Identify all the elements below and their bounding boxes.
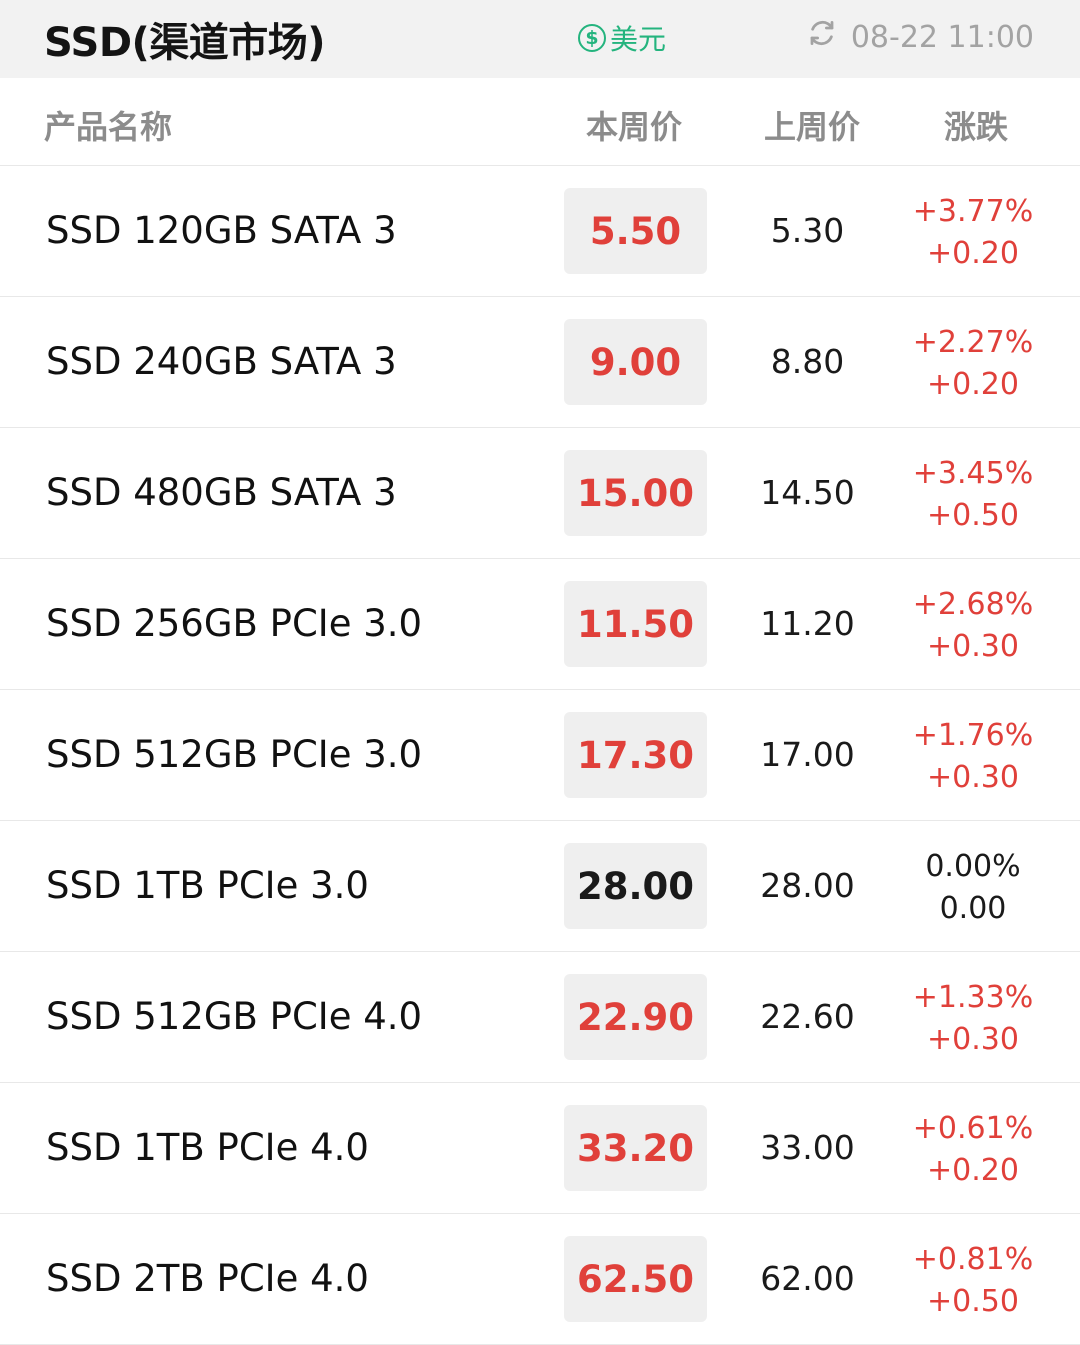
- current-price: 17.30: [564, 712, 707, 798]
- price-change: +3.45% +0.50: [898, 453, 1048, 537]
- price-change: +2.27% +0.20: [898, 322, 1048, 406]
- price-change: +2.68% +0.30: [898, 584, 1048, 668]
- price-change: +0.81% +0.50: [898, 1239, 1048, 1323]
- product-name: SSD 256GB PCIe 3.0: [46, 602, 423, 645]
- price-change: +1.76% +0.30: [898, 715, 1048, 799]
- product-name: SSD 1TB PCIe 4.0: [46, 1126, 369, 1169]
- column-header-previous[interactable]: 上周价: [764, 108, 861, 146]
- change-percent: +3.45%: [912, 456, 1034, 491]
- change-percent: +2.68%: [912, 587, 1034, 622]
- table-header: 产品名称 本周价 上周价 涨跌: [0, 78, 1080, 166]
- current-price: 15.00: [564, 450, 707, 536]
- previous-price: 17.00: [760, 735, 855, 774]
- current-price: 28.00: [564, 843, 707, 929]
- table-row[interactable]: SSD 120GB SATA 3 5.50 5.30 +3.77% +0.20: [0, 166, 1080, 297]
- change-percent: +0.81%: [912, 1242, 1034, 1277]
- currency-label: 美元: [610, 23, 667, 56]
- page-title: SSD(渠道市场): [44, 20, 326, 66]
- product-name: SSD 1TB PCIe 3.0: [46, 864, 369, 907]
- currency-toggle[interactable]: $ 美元: [578, 18, 666, 58]
- previous-price: 33.00: [760, 1128, 855, 1167]
- change-amount: +0.30: [927, 760, 1019, 795]
- change-amount: 0.00: [939, 891, 1007, 926]
- change-amount: +0.30: [927, 1022, 1019, 1057]
- change-percent: +1.33%: [912, 980, 1034, 1015]
- change-percent: +3.77%: [912, 194, 1034, 229]
- change-amount: +0.50: [927, 1284, 1019, 1319]
- previous-price: 62.00: [760, 1259, 855, 1298]
- change-percent: 0.00%: [925, 849, 1021, 884]
- previous-price: 14.50: [760, 473, 855, 512]
- current-price: 11.50: [564, 581, 707, 667]
- price-change: +0.61% +0.20: [898, 1108, 1048, 1192]
- price-change: +3.77% +0.20: [898, 191, 1048, 275]
- table-row[interactable]: SSD 512GB PCIe 4.0 22.90 22.60 +1.33% +0…: [0, 952, 1080, 1083]
- product-name: SSD 480GB SATA 3: [46, 471, 397, 514]
- change-percent: +1.76%: [912, 718, 1034, 753]
- product-name: SSD 240GB SATA 3: [46, 340, 397, 383]
- change-amount: +0.20: [927, 1153, 1019, 1188]
- dollar-circle-icon: $: [578, 24, 606, 52]
- change-amount: +0.50: [927, 498, 1019, 533]
- table-row[interactable]: SSD 1TB PCIe 4.0 33.20 33.00 +0.61% +0.2…: [0, 1083, 1080, 1214]
- update-time[interactable]: 08-22 11:00: [807, 18, 1034, 56]
- table-row[interactable]: SSD 240GB SATA 3 9.00 8.80 +2.27% +0.20: [0, 297, 1080, 428]
- price-change: 0.00% 0.00: [898, 846, 1048, 930]
- update-time-text: 08-22 11:00: [850, 19, 1034, 55]
- column-header-current[interactable]: 本周价: [586, 108, 683, 146]
- previous-price: 28.00: [760, 866, 855, 905]
- table-row[interactable]: SSD 512GB PCIe 3.0 17.30 17.00 +1.76% +0…: [0, 690, 1080, 821]
- top-bar: SSD(渠道市场) $ 美元 08-22 11:00: [0, 0, 1080, 78]
- product-name: SSD 120GB SATA 3: [46, 209, 397, 252]
- change-percent: +2.27%: [912, 325, 1034, 360]
- current-price: 9.00: [564, 319, 707, 405]
- table-row[interactable]: SSD 1TB PCIe 3.0 28.00 28.00 0.00% 0.00: [0, 821, 1080, 952]
- table-row[interactable]: SSD 480GB SATA 3 15.00 14.50 +3.45% +0.5…: [0, 428, 1080, 559]
- current-price: 5.50: [564, 188, 707, 274]
- previous-price: 5.30: [770, 211, 845, 250]
- change-amount: +0.30: [927, 629, 1019, 664]
- product-name: SSD 2TB PCIe 4.0: [46, 1257, 369, 1300]
- current-price: 62.50: [564, 1236, 707, 1322]
- column-header-change[interactable]: 涨跌: [944, 108, 1009, 146]
- column-header-name[interactable]: 产品名称: [44, 108, 173, 146]
- previous-price: 22.60: [760, 997, 855, 1036]
- table-row[interactable]: SSD 256GB PCIe 3.0 11.50 11.20 +2.68% +0…: [0, 559, 1080, 690]
- change-percent: +0.61%: [912, 1111, 1034, 1146]
- table-row[interactable]: SSD 2TB PCIe 4.0 62.50 62.00 +0.81% +0.5…: [0, 1214, 1080, 1345]
- current-price: 22.90: [564, 974, 707, 1060]
- product-name: SSD 512GB PCIe 4.0: [46, 995, 423, 1038]
- refresh-icon[interactable]: [807, 18, 837, 56]
- change-amount: +0.20: [927, 367, 1019, 402]
- price-table: SSD 120GB SATA 3 5.50 5.30 +3.77% +0.20 …: [0, 166, 1080, 1345]
- previous-price: 8.80: [770, 342, 845, 381]
- previous-price: 11.20: [760, 604, 855, 643]
- current-price: 33.20: [564, 1105, 707, 1191]
- price-change: +1.33% +0.30: [898, 977, 1048, 1061]
- change-amount: +0.20: [927, 236, 1019, 271]
- product-name: SSD 512GB PCIe 3.0: [46, 733, 423, 776]
